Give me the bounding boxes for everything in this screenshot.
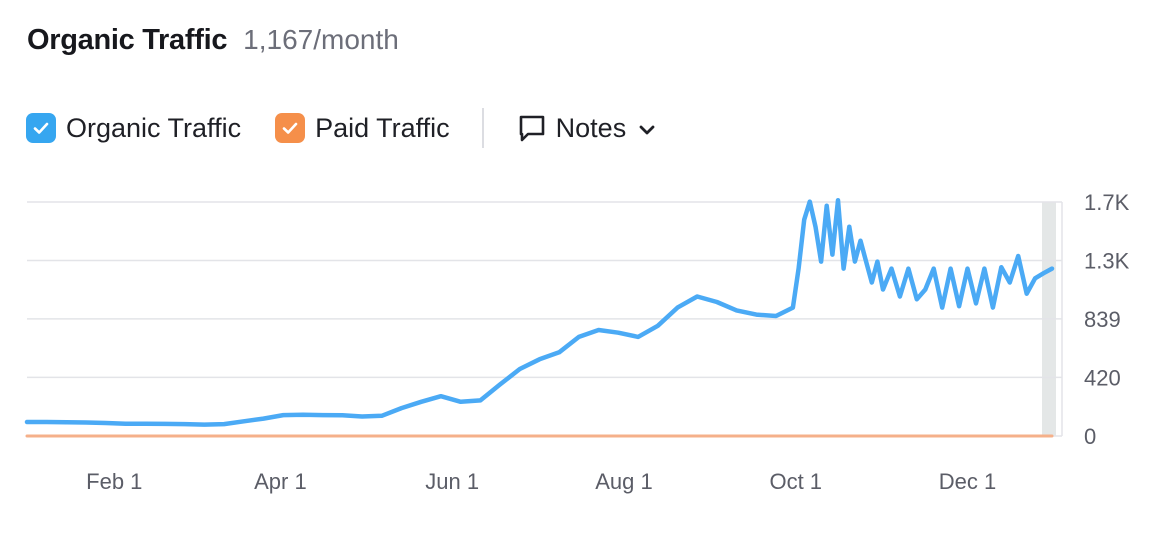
y-tick-label: 420 [1084, 365, 1121, 390]
legend-divider [481, 108, 484, 148]
legend-organic-toggle[interactable]: Organic Traffic [26, 113, 241, 144]
organic-traffic-line [24, 197, 1055, 427]
legend-paid-label: Paid Traffic [315, 112, 450, 143]
y-tick-label: 1.7K [1084, 190, 1130, 215]
y-tick-label: 1.3K [1084, 248, 1130, 273]
comment-icon [519, 115, 544, 142]
legend-organic-label: Organic Traffic [66, 112, 242, 143]
x-tick-label: Apr 1 [254, 469, 307, 494]
notes-dropdown[interactable]: Notes [516, 112, 659, 144]
x-tick-label: Oct 1 [769, 469, 822, 494]
x-tick-label: Feb 1 [86, 469, 142, 494]
legend: Organic Traffic Paid Traffic Notes [26, 108, 658, 148]
x-tick-label: Aug 1 [595, 469, 653, 494]
organic-checkbox-icon[interactable] [26, 113, 56, 143]
paid-checkbox-icon[interactable] [275, 113, 306, 143]
traffic-metric: 1,167/month [243, 24, 399, 55]
y-tick-label: 0 [1084, 424, 1096, 449]
x-tick-label: Dec 1 [939, 469, 996, 494]
chevron-down-icon [639, 125, 655, 135]
chart-title: Organic Traffic [27, 24, 228, 56]
legend-paid-toggle[interactable]: Paid Traffic [275, 113, 450, 144]
notes-label: Notes [555, 112, 627, 143]
chart-header: Organic Traffic 1,167/month [27, 24, 399, 57]
y-tick-label: 839 [1084, 307, 1121, 332]
x-tick-label: Jun 1 [425, 469, 479, 494]
